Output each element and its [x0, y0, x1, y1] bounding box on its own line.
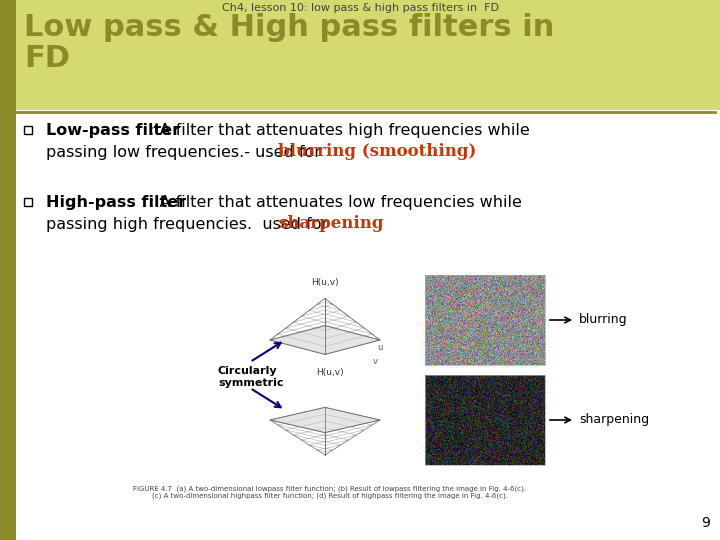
Text: v: v	[373, 357, 378, 367]
Text: Ch4, lesson 10: low pass & high pass filters in  FD: Ch4, lesson 10: low pass & high pass fil…	[222, 3, 498, 13]
Text: : A filter that attenuates high frequencies while: : A filter that attenuates high frequenc…	[149, 123, 530, 138]
Text: H(u,v): H(u,v)	[316, 368, 344, 377]
Text: passing high frequencies.  used for: passing high frequencies. used for	[46, 217, 333, 232]
Text: blurring: blurring	[579, 314, 628, 327]
Text: : A filter that attenuates low frequencies while: : A filter that attenuates low frequenci…	[149, 194, 522, 210]
Text: passing low frequencies.- used for: passing low frequencies.- used for	[46, 145, 326, 159]
Text: FIGURE 4.7  (a) A two-dimensional lowpass filter function; (b) Result of lowpass: FIGURE 4.7 (a) A two-dimensional lowpass…	[133, 485, 526, 499]
Text: Low-pass filter: Low-pass filter	[46, 123, 180, 138]
Text: Circularly
symmetric: Circularly symmetric	[218, 366, 284, 388]
Text: 9: 9	[701, 516, 710, 530]
Bar	[425, 375, 545, 465]
Text: H(u,v): H(u,v)	[311, 278, 339, 287]
Text: Low pass & High pass filters in: Low pass & High pass filters in	[24, 13, 554, 42]
Text: FD: FD	[24, 44, 70, 73]
Polygon shape	[270, 407, 380, 433]
Text: High-pass filter: High-pass filter	[46, 194, 186, 210]
Text: sharpening: sharpening	[579, 414, 649, 427]
Text: sharpening: sharpening	[278, 215, 384, 233]
Text: blurring (smoothing): blurring (smoothing)	[278, 144, 477, 160]
Text: u: u	[377, 343, 382, 353]
Bar	[425, 275, 545, 365]
Polygon shape	[270, 326, 380, 354]
Bar	[0, 0, 720, 110]
Bar	[24, 126, 32, 134]
Bar	[24, 198, 32, 206]
Bar	[0, 0, 16, 540]
